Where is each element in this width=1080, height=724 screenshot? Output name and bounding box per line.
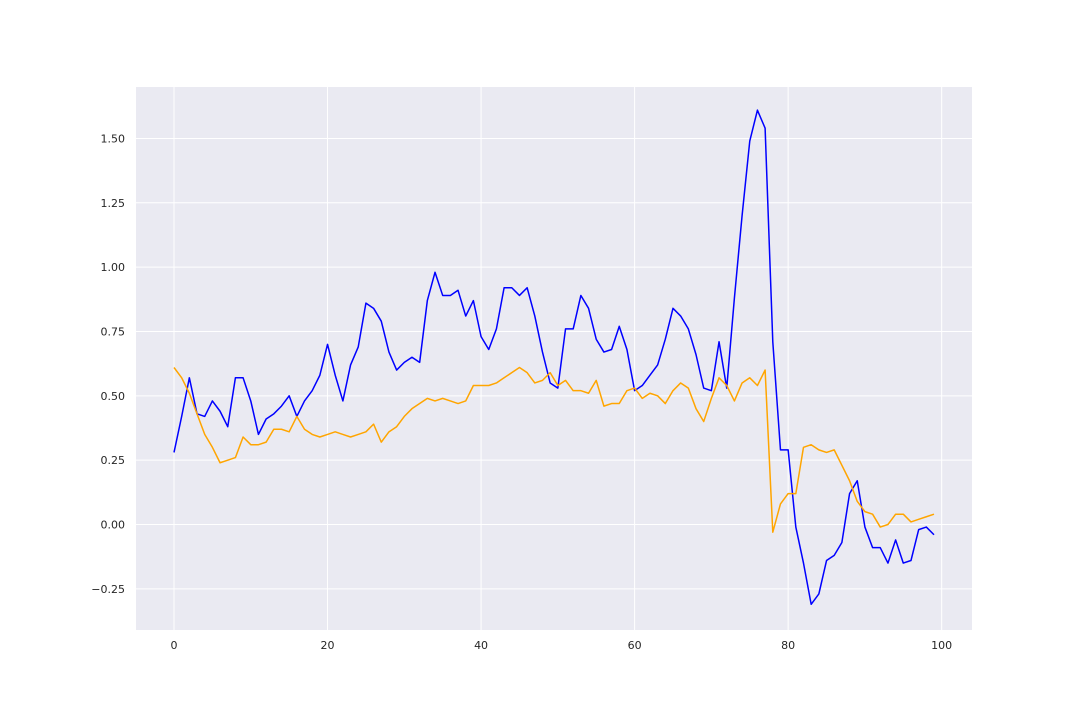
x-tick-label: 100 bbox=[931, 639, 952, 652]
y-tick-label: 1.25 bbox=[101, 197, 126, 210]
x-tick-label: 0 bbox=[171, 639, 178, 652]
y-tick-label: 1.00 bbox=[101, 261, 126, 274]
series-line-1 bbox=[173, 109, 935, 606]
plot-area bbox=[136, 87, 972, 630]
x-tick-label: 80 bbox=[781, 639, 795, 652]
series-layer bbox=[173, 109, 935, 606]
y-tick-label: 1.50 bbox=[101, 132, 126, 145]
x-tick-label: 40 bbox=[474, 639, 488, 652]
grid-lines bbox=[136, 87, 972, 630]
y-tick-label: 0.50 bbox=[101, 390, 126, 403]
y-tick-label: 0.00 bbox=[101, 518, 126, 531]
y-tick-label: −0.25 bbox=[91, 583, 125, 596]
series-line-2 bbox=[173, 366, 935, 533]
x-axis-ticks: 0 20 40 60 80 100 bbox=[171, 639, 953, 652]
y-axis-ticks: −0.25 0.00 0.25 0.50 0.75 1.00 1.25 1.50 bbox=[91, 132, 125, 595]
y-tick-label: 0.25 bbox=[101, 454, 126, 467]
x-tick-label: 60 bbox=[628, 639, 642, 652]
y-tick-label: 0.75 bbox=[101, 325, 126, 338]
x-tick-label: 20 bbox=[321, 639, 335, 652]
